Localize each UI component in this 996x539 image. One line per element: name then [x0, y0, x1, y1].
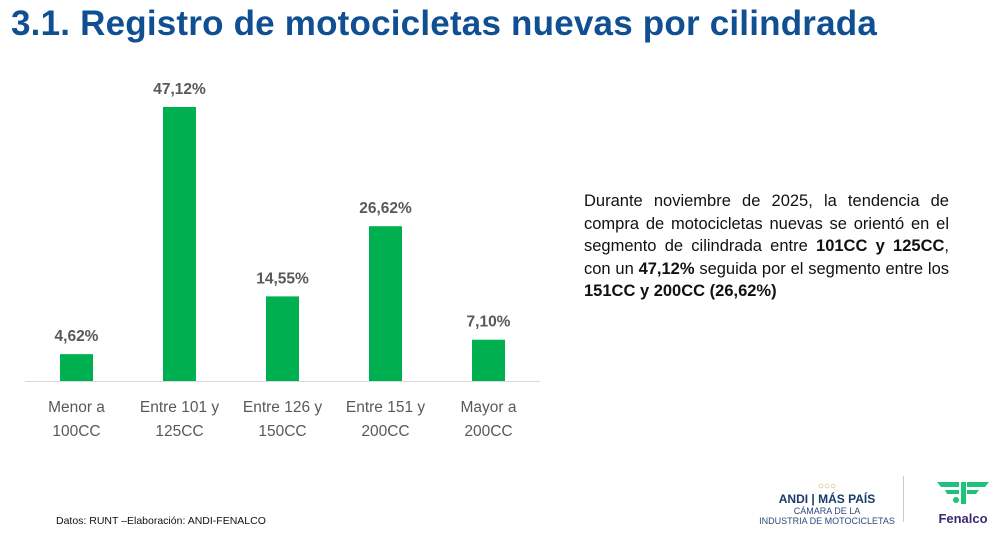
- logo-divider: [903, 476, 904, 522]
- x-tick-label: Mayor a: [461, 399, 517, 416]
- fenalco-logo: Fenalco: [930, 480, 996, 526]
- andi-logo-text: ANDI: [778, 492, 809, 506]
- source-note: Datos: RUNT –Elaboración: ANDI-FENALCO: [56, 515, 266, 527]
- x-tick-label: Entre 126 y: [243, 399, 323, 416]
- x-tick-label: 100CC: [52, 423, 100, 440]
- description-segment: 101CC y 125CC: [816, 237, 945, 256]
- description-segment: 47,12%: [638, 259, 695, 278]
- data-label: 7,10%: [467, 314, 511, 331]
- bar-chart: 4,62% Menor a 100CC 47,12% Entre 101 y 125CC 1…: [25, 81, 540, 440]
- x-tick-label: 200CC: [464, 423, 512, 440]
- data-label: 4,62%: [55, 328, 99, 345]
- page-title: 3.1. Registro de motocicletas nuevas por…: [11, 4, 878, 43]
- x-tick-label: 200CC: [361, 423, 409, 440]
- bar: [472, 339, 505, 381]
- data-label: 26,62%: [359, 200, 412, 217]
- x-tick-label: Entre 101 y: [140, 399, 220, 416]
- andi-logo: ○○○ ANDI | MÁS PAÍS CÁMARA DE LA INDUSTRI…: [752, 478, 902, 526]
- x-tick-label: 125CC: [155, 423, 203, 440]
- data-label: 14,55%: [256, 270, 309, 287]
- description-segment: 151CC y 200CC (26,62%): [584, 282, 777, 301]
- x-tick-label: Entre 151 y: [346, 399, 426, 416]
- bar: [369, 226, 402, 381]
- x-tick-label: 150CC: [258, 423, 306, 440]
- fenalco-icon: [937, 482, 989, 504]
- bar: [60, 354, 93, 381]
- mas-pais-text: MÁS PAÍS: [818, 492, 876, 506]
- description-text: Durante noviembre de 2025, la tendencia …: [584, 190, 949, 303]
- camara-line-1: CÁMARA DE LA: [793, 506, 861, 516]
- description-segment: Durante noviembre de 2025, la tendencia …: [584, 192, 949, 256]
- data-label: 47,12%: [153, 81, 206, 98]
- description-segment: , con un: [584, 237, 949, 278]
- x-tick-label: Menor a: [48, 399, 105, 416]
- camara-line-2: INDUSTRIA DE MOTOCICLETAS: [759, 516, 895, 526]
- fenalco-text: Fenalco: [938, 511, 988, 526]
- description-segment: seguida por el segmento entre los: [694, 259, 949, 278]
- bar: [266, 296, 299, 381]
- bar: [163, 107, 196, 381]
